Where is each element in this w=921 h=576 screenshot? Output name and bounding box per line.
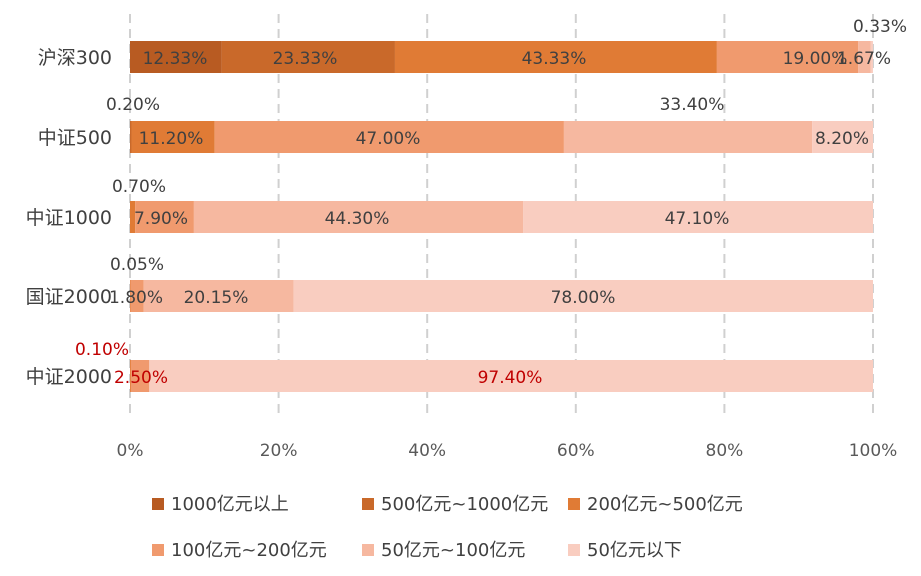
- data-label: 97.40%: [478, 368, 543, 388]
- bar-segment: [130, 201, 136, 233]
- bar-segment: [812, 121, 873, 153]
- bar-segment: [221, 41, 395, 73]
- category-label: 中证2000: [26, 366, 112, 388]
- data-label: 12.33%: [143, 49, 208, 69]
- bar-segment: [523, 201, 873, 233]
- legend-label: 1000亿元以上: [171, 494, 289, 515]
- data-label: 7.90%: [134, 209, 188, 229]
- legend-swatch: [152, 544, 164, 556]
- bar-segment: [130, 360, 150, 392]
- data-label: 47.00%: [356, 129, 421, 149]
- data-label: 19.00%: [783, 49, 848, 69]
- data-label: 0.20%: [106, 95, 160, 115]
- bar-segment: [130, 41, 222, 73]
- bar-segment: [143, 280, 294, 312]
- bar-segment: [214, 121, 564, 153]
- bar-segment: [716, 41, 859, 73]
- data-label: 1.67%: [837, 49, 891, 69]
- bar-segment: [870, 41, 873, 73]
- legend-swatch: [362, 498, 374, 510]
- data-label: 11.20%: [139, 129, 204, 149]
- x-tick-label: 100%: [849, 441, 898, 461]
- data-label: 23.33%: [273, 49, 338, 69]
- x-tick-label: 0%: [117, 441, 144, 461]
- bar-segment: [135, 201, 194, 233]
- x-tick-label: 20%: [260, 441, 298, 461]
- data-label: 33.40%: [660, 95, 725, 115]
- legend-label: 50亿元~100亿元: [381, 540, 525, 561]
- data-label: 1.80%: [109, 288, 163, 308]
- bar-segment: [293, 280, 874, 312]
- bar-segment: [394, 41, 717, 73]
- bar-segment: [149, 360, 873, 392]
- legend-label: 500亿元~1000亿元: [381, 494, 548, 515]
- legend-label: 50亿元以下: [587, 540, 682, 561]
- bar-segment: [563, 121, 813, 153]
- data-label: 0.05%: [110, 255, 164, 275]
- bar-segment: [858, 41, 871, 73]
- bar-segment: [130, 360, 131, 392]
- data-label: 43.33%: [522, 49, 587, 69]
- x-tick-label: 40%: [408, 441, 446, 461]
- legend-swatch: [568, 498, 580, 510]
- data-label: 20.15%: [184, 288, 249, 308]
- data-label: 44.30%: [325, 209, 390, 229]
- bar-segment: [130, 121, 132, 153]
- data-label: 2.50%: [114, 368, 168, 388]
- bar-segment: [193, 201, 524, 233]
- data-label: 8.20%: [815, 129, 869, 149]
- legend-swatch: [152, 498, 164, 510]
- category-label: 沪深300: [38, 47, 112, 69]
- legend-label: 100亿元~200亿元: [171, 540, 327, 561]
- legend-swatch: [568, 544, 580, 556]
- data-label: 78.00%: [551, 288, 616, 308]
- data-label: 0.10%: [75, 340, 129, 360]
- data-label: 0.70%: [112, 177, 166, 197]
- bar-segment: [131, 121, 215, 153]
- bar-segment: [130, 280, 144, 312]
- data-label: 47.10%: [665, 209, 730, 229]
- category-label: 中证1000: [26, 207, 112, 229]
- x-tick-label: 60%: [557, 441, 595, 461]
- x-tick-label: 80%: [706, 441, 744, 461]
- data-label: 0.33%: [853, 17, 907, 37]
- category-label: 国证2000: [26, 286, 112, 308]
- legend-swatch: [362, 544, 374, 556]
- category-label: 中证500: [38, 127, 112, 149]
- legend-label: 200亿元~500亿元: [587, 494, 743, 515]
